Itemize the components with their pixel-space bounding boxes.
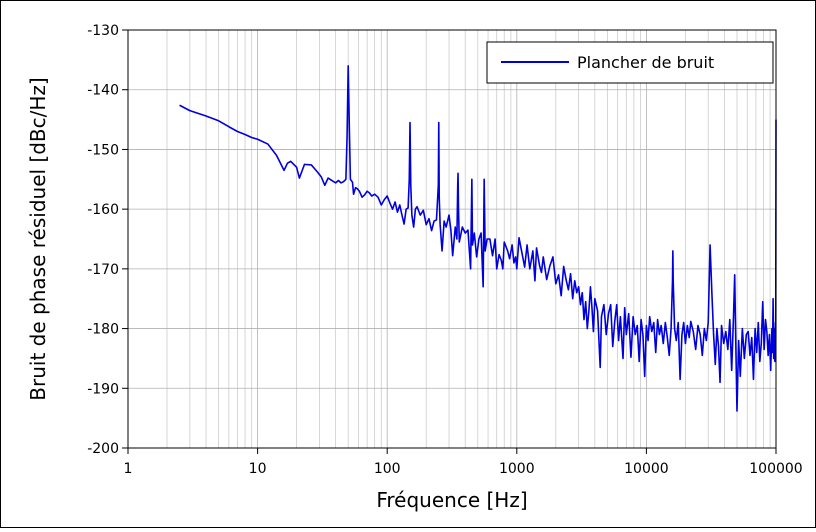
series-line-0 (179, 65, 777, 412)
y-tick-label: -160 (87, 202, 119, 218)
legend: Plancher de bruit (486, 41, 774, 84)
y-axis-label: Bruit de phase résiduel [dBc/Hz] (26, 77, 50, 400)
y-tick-label: -190 (87, 381, 119, 397)
axis-ticks: 1 10 100 1000 10000 100000 -130 -140 -150 -160 -17… (87, 23, 803, 477)
x-tick-label: 100000 (749, 461, 802, 477)
x-tick-label: 10000 (624, 461, 669, 477)
x-axis-label: Fréquence [Hz] (376, 488, 527, 512)
x-tick-label: 10 (249, 461, 267, 477)
plot-area-border (127, 29, 777, 449)
y-tick-label: -150 (87, 142, 119, 158)
x-tick-label: 100 (374, 461, 401, 477)
x-tick-label: 1000 (499, 461, 535, 477)
y-tick-label: -130 (87, 23, 119, 39)
y-tick-label: -180 (87, 322, 119, 338)
legend-label-plancher-de-bruit: Plancher de bruit (577, 53, 714, 72)
y-tick-label: -140 (87, 83, 119, 99)
x-tick-label: 1 (124, 461, 133, 477)
y-tick-label: -200 (87, 441, 119, 457)
series-layer (179, 65, 777, 412)
y-tick-label: -170 (87, 262, 119, 278)
